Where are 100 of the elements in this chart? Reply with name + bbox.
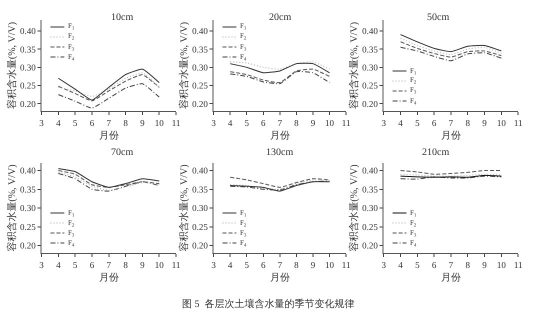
x-tick-label: 8	[465, 118, 470, 128]
y-tick-label: 0.35	[362, 44, 378, 54]
line-series	[230, 176, 330, 188]
y-tick-label: 0.40	[192, 26, 208, 36]
y-axis-title: 容积含水量(%, V/V)	[348, 164, 360, 252]
y-tick-label: 0.35	[362, 184, 378, 194]
x-tick-label: 5	[244, 260, 250, 270]
x-tick-label: 4	[398, 118, 404, 128]
x-tick-label: 3	[39, 118, 44, 128]
line-series	[230, 62, 330, 74]
x-tick-label: 3	[39, 260, 44, 270]
x-tick-label: 5	[72, 118, 78, 128]
x-tick-label: 7	[278, 118, 283, 128]
y-tick-label: 0.20	[20, 98, 36, 109]
x-tick-label: 8	[294, 260, 300, 270]
x-axis-title: 月份	[270, 272, 290, 284]
chart-title: 130cm	[266, 147, 294, 158]
x-tick-label: 8	[123, 118, 128, 128]
chart-title: 70cm	[111, 147, 134, 158]
x-tick-label: 8	[123, 260, 128, 270]
x-tick-label: 9	[310, 260, 316, 270]
line-series	[58, 74, 160, 102]
x-tick-label: 11	[514, 260, 523, 270]
y-tick-label: 0.35	[20, 44, 36, 54]
y-tick-label: 0.25	[20, 222, 36, 232]
x-tick-label: 10	[496, 260, 506, 270]
y-tick-label: 0.40	[362, 26, 378, 36]
x-tick-label: 11	[342, 118, 350, 128]
x-tick-label: 4	[56, 118, 62, 128]
x-tick-label: 4	[56, 260, 62, 270]
x-tick-label: 9	[140, 260, 146, 270]
line-series	[400, 38, 502, 56]
x-tick-label: 10	[496, 118, 506, 128]
x-tick-label: 6	[261, 260, 266, 270]
x-tick-label: 6	[432, 260, 437, 270]
y-tick-label: 0.30	[20, 203, 36, 214]
y-tick-label: 0.35	[192, 184, 208, 194]
x-tick-label: 6	[261, 118, 266, 128]
y-tick-label: 0.40	[20, 166, 36, 176]
x-tick-label: 4	[228, 118, 233, 128]
y-tick-label: 0.20	[20, 240, 36, 251]
x-tick-label: 10	[325, 118, 335, 128]
y-tick-label: 0.30	[192, 203, 208, 214]
x-tick-label: 3	[381, 118, 386, 128]
y-tick-label: 0.25	[192, 80, 208, 91]
x-axis-title: 月份	[98, 130, 119, 142]
line-series	[400, 41, 502, 58]
y-tick-label: 0.20	[362, 240, 378, 251]
line-series	[230, 61, 330, 70]
y-tick-label: 0.25	[362, 222, 378, 232]
x-tick-label: 3	[211, 260, 216, 270]
x-tick-label: 11	[172, 118, 180, 128]
y-tick-label: 0.30	[362, 62, 378, 72]
x-axis-title: 月份	[98, 272, 119, 284]
y-axis-title: 容积含水量(%, V/V)	[348, 22, 360, 110]
x-tick-label: 7	[106, 118, 112, 128]
x-tick-label: 6	[432, 118, 437, 128]
x-tick-label: 3	[211, 118, 216, 128]
x-axis-title: 月份	[440, 272, 461, 284]
x-tick-label: 7	[278, 260, 283, 270]
y-axis-title: 容积含水量(%, V/V)	[178, 22, 190, 110]
x-tick-label: 8	[294, 118, 300, 128]
y-tick-label: 0.25	[192, 222, 208, 232]
line-series	[400, 34, 502, 52]
chart-title: 10cm	[111, 12, 134, 23]
x-tick-label: 11	[514, 118, 523, 128]
x-tick-label: 3	[381, 260, 386, 270]
y-axis-title: 容积含水量(%, V/V)	[6, 164, 18, 252]
x-tick-label: 5	[415, 260, 420, 270]
chart-title: 20cm	[269, 12, 292, 23]
y-tick-label: 0.25	[20, 80, 36, 91]
y-tick-label: 0.40	[20, 26, 36, 36]
y-tick-label: 0.30	[192, 62, 208, 72]
line-series	[58, 83, 160, 109]
chart-title: 210cm	[422, 147, 450, 158]
x-tick-label: 11	[342, 260, 350, 270]
y-tick-label: 0.30	[20, 62, 36, 72]
x-tick-label: 7	[448, 118, 454, 128]
caption: 图 5 各层次土壤含水量的季节变化规律	[182, 298, 354, 310]
y-tick-label: 0.40	[192, 166, 208, 176]
y-tick-label: 0.40	[362, 166, 378, 176]
x-tick-label: 5	[415, 118, 420, 128]
y-tick-label: 0.20	[192, 240, 208, 251]
x-tick-label: 9	[310, 118, 316, 128]
x-tick-label: 10	[325, 260, 335, 270]
x-tick-label: 6	[90, 118, 95, 128]
x-tick-label: 7	[448, 260, 454, 270]
y-tick-label: 0.25	[362, 80, 378, 91]
y-tick-label: 0.30	[362, 203, 378, 214]
x-tick-label: 4	[228, 260, 233, 270]
x-tick-label: 9	[482, 118, 488, 128]
x-tick-label: 11	[172, 260, 180, 270]
x-tick-label: 4	[398, 260, 404, 270]
x-axis-title: 月份	[440, 130, 461, 142]
y-tick-label: 0.20	[192, 98, 208, 109]
x-tick-label: 10	[154, 118, 164, 128]
x-axis-title: 月份	[270, 130, 290, 142]
x-tick-label: 5	[72, 260, 78, 270]
x-tick-label: 8	[465, 260, 470, 270]
x-tick-label: 5	[244, 118, 250, 128]
